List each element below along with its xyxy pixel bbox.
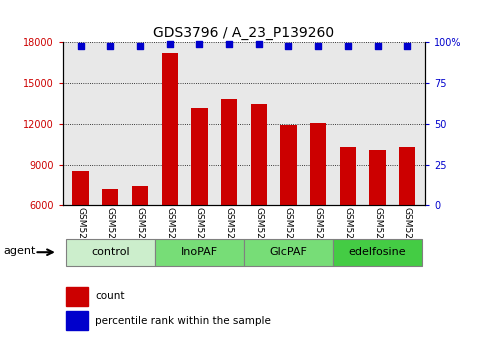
Point — [136, 43, 144, 48]
Point — [344, 43, 352, 48]
Bar — [67, 312, 88, 330]
Text: GlcPAF: GlcPAF — [270, 247, 307, 257]
Title: GDS3796 / A_23_P139260: GDS3796 / A_23_P139260 — [154, 26, 334, 40]
Point — [314, 43, 322, 48]
Point — [106, 43, 114, 48]
Bar — [132, 186, 148, 287]
Text: InoPAF: InoPAF — [181, 247, 218, 257]
Bar — [333, 239, 422, 266]
Bar — [280, 125, 297, 287]
Point — [284, 43, 292, 48]
Point — [225, 41, 233, 47]
Bar — [369, 150, 386, 287]
Text: control: control — [91, 247, 129, 257]
Point — [374, 43, 382, 48]
Text: edelfosine: edelfosine — [349, 247, 406, 257]
Point — [403, 43, 411, 48]
Bar — [399, 147, 415, 287]
Point — [255, 41, 263, 47]
Bar — [221, 99, 237, 287]
Text: percentile rank within the sample: percentile rank within the sample — [96, 316, 271, 326]
Bar — [251, 104, 267, 287]
Point — [77, 43, 85, 48]
Point — [196, 41, 203, 47]
Bar — [102, 189, 118, 287]
Bar — [161, 53, 178, 287]
Bar — [310, 122, 327, 287]
Bar — [244, 239, 333, 266]
Bar — [191, 108, 208, 287]
Text: count: count — [96, 291, 125, 301]
Bar — [67, 287, 88, 306]
Bar — [66, 239, 155, 266]
Point — [166, 41, 173, 47]
Bar — [72, 171, 89, 287]
Bar — [340, 147, 356, 287]
Bar — [155, 239, 244, 266]
Text: agent: agent — [3, 246, 36, 256]
